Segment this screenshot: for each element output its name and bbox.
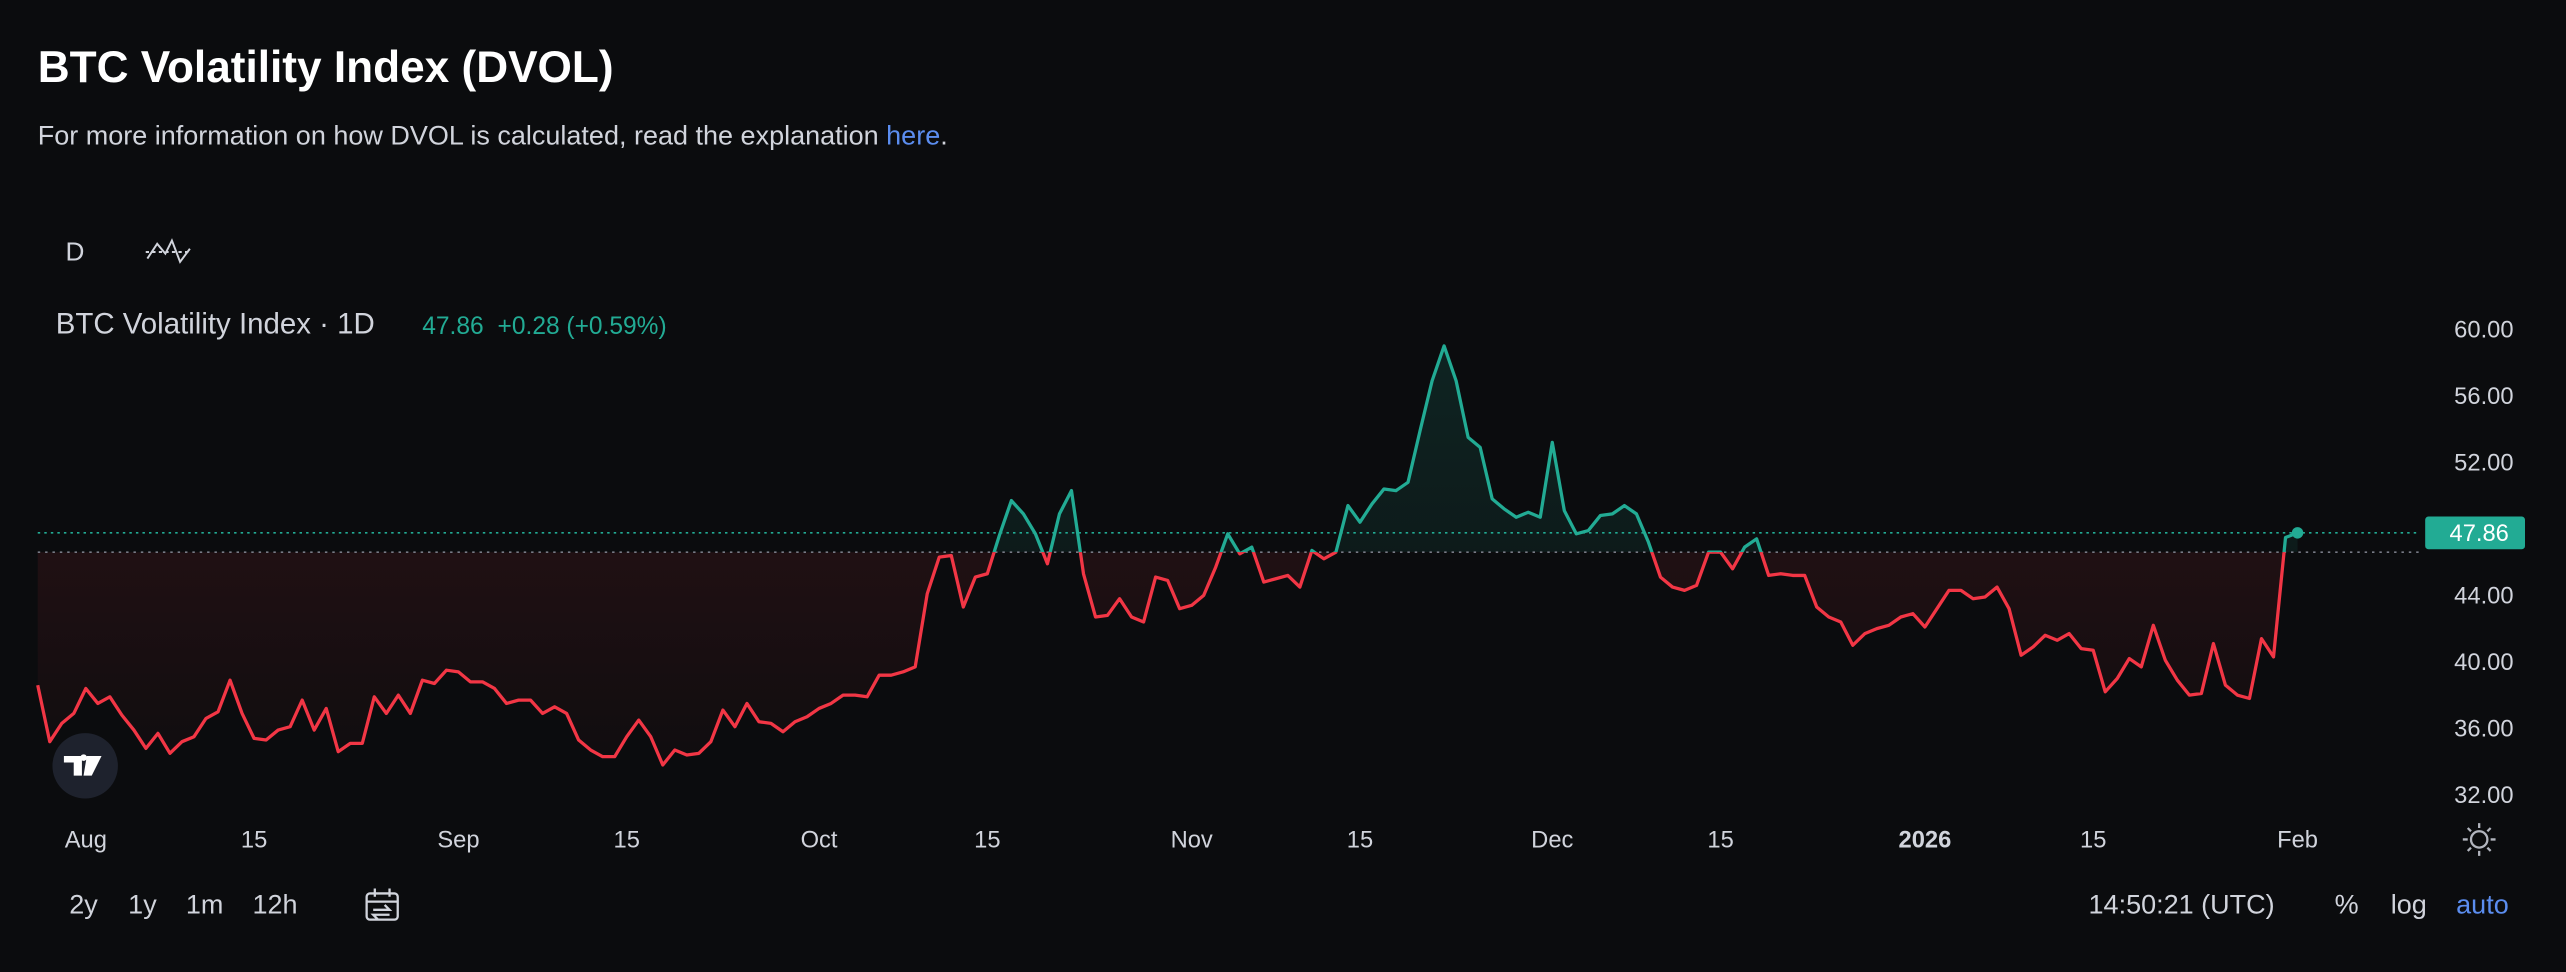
area-below — [37, 552, 2285, 765]
scale-button[interactable]: auto — [2456, 890, 2509, 920]
timeframe-button[interactable]: 1m — [186, 890, 224, 920]
scale-button[interactable]: % — [2335, 890, 2359, 920]
y-tick-label: 40.00 — [2454, 650, 2513, 676]
title: BTC Volatility Index (DVOL) — [38, 43, 614, 92]
x-tick-label: 15 — [1347, 827, 1373, 853]
y-tick-label: 36.00 — [2454, 716, 2513, 742]
y-tick-label: 32.00 — [2454, 783, 2513, 809]
y-tick-label: 56.00 — [2454, 384, 2513, 410]
price-label-box — [2425, 516, 2525, 550]
tv-logo[interactable] — [52, 733, 118, 799]
legend-value: 47.86 — [422, 313, 483, 340]
subtitle-end: . — [940, 121, 948, 151]
subtitle-text: For more information on how DVOL is calc… — [38, 121, 886, 151]
legend-change: +0.28 (+0.59%) — [498, 313, 667, 340]
y-tick-label: 44.00 — [2454, 583, 2513, 609]
line-below — [36, 552, 2286, 767]
last-point — [2291, 527, 2304, 539]
x-tick-label: 15 — [2080, 827, 2106, 853]
subtitle: For more information on how DVOL is calc… — [38, 121, 948, 151]
settings-icon[interactable] — [2462, 823, 2496, 856]
x-tick-label: 15 — [974, 827, 1000, 853]
timeframe-button[interactable]: 1y — [128, 890, 157, 920]
x-tick-label: Nov — [1171, 827, 1213, 853]
x-tick-label: 15 — [241, 827, 267, 853]
x-tick-label: 2026 — [1899, 827, 1952, 853]
timeframe-button[interactable]: 2y — [69, 890, 98, 920]
x-tick-label: Oct — [801, 827, 838, 853]
legend-name: BTC Volatility Index · 1D — [56, 307, 375, 340]
clock: 14:50:21 (UTC) — [2089, 890, 2275, 920]
interval-button[interactable]: D — [66, 237, 85, 267]
timeframe-button[interactable]: 12h — [252, 890, 297, 920]
range-icon[interactable] — [365, 888, 399, 921]
scale-button[interactable]: log — [2391, 890, 2427, 920]
x-tick-label: Aug — [65, 827, 107, 853]
toolbar: 2y 1y 1m 12h% log auto — [69, 890, 2508, 920]
y-tick-label: 60.00 — [2454, 317, 2513, 343]
x-tick-label: Sep — [437, 827, 479, 853]
price-label: 47.86 — [2450, 521, 2509, 547]
indicators-icon[interactable] — [145, 238, 192, 264]
x-tick-label: Dec — [1531, 827, 1573, 853]
x-tick-label: Feb — [2277, 827, 2318, 853]
x-tick-label: 15 — [614, 827, 640, 853]
plot: 32.0036.0040.0044.0048.0052.0056.0060.00… — [36, 317, 2525, 853]
y-tick-label: 52.00 — [2454, 450, 2513, 476]
link[interactable]: here — [886, 121, 940, 151]
x-tick-label: 15 — [1707, 827, 1733, 853]
